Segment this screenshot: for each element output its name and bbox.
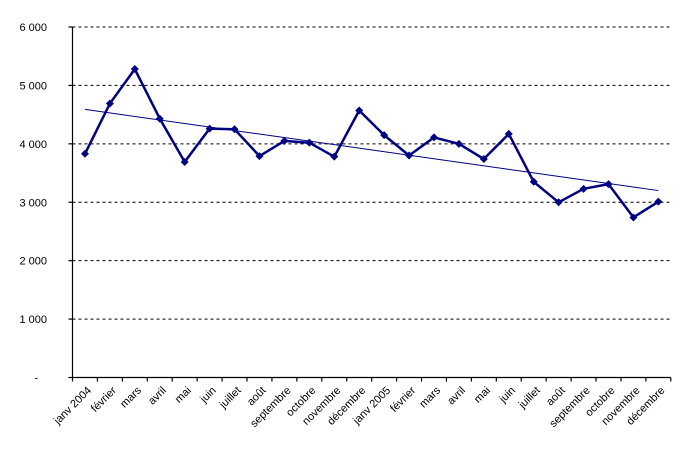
data-point-marker [80,149,89,158]
data-point-marker [629,213,638,222]
x-tick-label: juillet [516,385,543,412]
data-point-marker [604,180,613,189]
data-point-marker [205,124,214,133]
data-point-marker [454,139,463,148]
x-tick-label: mars [118,384,144,410]
data-point-marker [405,151,414,160]
data-point-marker [255,152,264,161]
x-tick-label: juillet [217,385,244,412]
trend-line [84,108,659,192]
data-point-marker [330,152,339,161]
y-tick-label: 6 000 [19,22,47,34]
data-point-marker [180,157,189,166]
data-point-marker [230,125,239,134]
data-point-marker [504,129,513,138]
data-line [83,67,660,219]
data-point-marker [105,99,114,108]
x-tick-label: avril [146,385,169,408]
data-point-marker [554,198,563,207]
y-tick-label: 1 000 [19,314,47,326]
x-tick-label: mai [173,385,194,406]
data-point-marker [305,138,314,147]
x-tick-label: mai [472,385,493,406]
data-point-marker [429,133,438,142]
x-tick-label: janv 2004 [51,385,94,428]
data-point-marker [529,177,538,186]
x-tick-label: juin [497,385,518,406]
data-point-marker [280,136,289,145]
y-tick-label: 2 000 [19,256,47,268]
data-point-marker [654,197,663,206]
y-tick-label: 3 000 [19,197,47,209]
y-tick-label: - [34,373,38,385]
data-point-marker [155,114,164,123]
data-point-marker [355,106,364,115]
y-tick-label: 4 000 [19,139,47,151]
x-tick-label: avril [445,385,468,408]
x-tick-label: février [388,384,418,414]
data-point-marker [130,65,139,74]
data-point-marker [380,131,389,140]
data-point-marker [479,155,488,164]
data-point-marker [579,184,588,193]
x-tick-label: février [89,384,119,414]
x-tick-label: mars [417,384,443,410]
x-tick-label: juin [197,385,218,406]
y-tick-label: 5 000 [19,80,47,92]
